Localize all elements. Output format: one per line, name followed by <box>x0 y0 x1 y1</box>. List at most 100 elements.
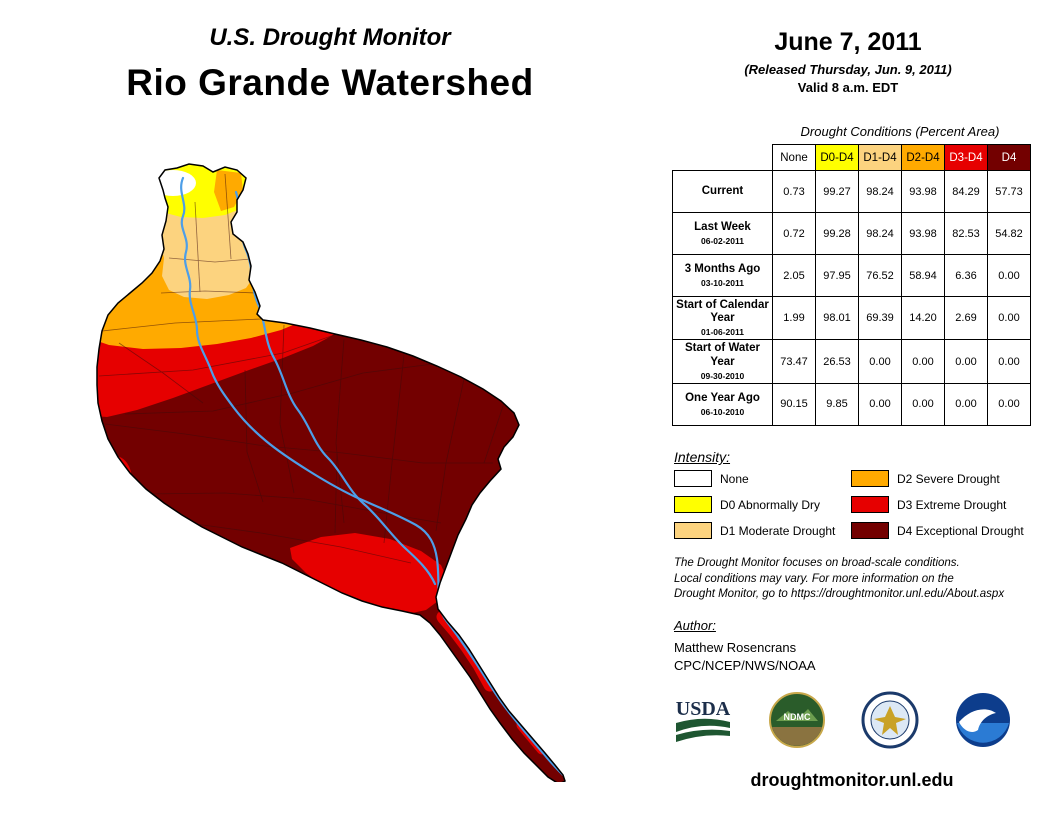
legend-swatch <box>674 470 712 487</box>
value-cell: 97.95 <box>815 254 859 297</box>
row-date: 09-30-2010 <box>700 370 745 381</box>
value-cell: 0.00 <box>944 382 988 426</box>
value-cell: 73.47 <box>772 339 816 384</box>
value-cell: 98.24 <box>858 170 902 213</box>
author-name: Matthew Rosencrans <box>674 640 797 655</box>
legend-item: D4 Exceptional Drought <box>851 522 1024 539</box>
value-cell: 26.53 <box>815 339 859 384</box>
ndmc-field-icon <box>772 727 822 746</box>
value-cell: 0.00 <box>858 382 902 426</box>
usda-text: USDA <box>676 698 731 720</box>
value-cell: 14.20 <box>901 295 945 341</box>
value-cell: 90.15 <box>772 382 816 426</box>
disclaimer-line: The Drought Monitor focuses on broad-sca… <box>674 557 960 569</box>
value-cell: 1.99 <box>772 295 816 341</box>
legend-title: Intensity: <box>674 449 731 465</box>
value-cell: 0.00 <box>858 339 902 384</box>
author-heading: Author: <box>674 618 716 633</box>
column-header-D3-D4: D3-D4 <box>944 144 988 171</box>
table-row: Current 0.73 99.27 98.24 93.98 84.29 57.73 <box>672 170 1031 213</box>
table-header-row: None D0-D4 D1-D4 D2-D4 D3-D4 D4 <box>672 144 1031 171</box>
usda-swoosh-icon <box>676 718 730 732</box>
row-label: One Year Ago 06-10-2010 <box>672 382 773 426</box>
value-cell: 0.00 <box>987 382 1031 426</box>
legend-label: D2 Severe Drought <box>897 471 1000 486</box>
d3-south-patch <box>290 533 448 615</box>
value-cell: 99.28 <box>815 212 859 255</box>
usda-logo: USDA <box>676 698 731 742</box>
value-cell: 98.24 <box>858 212 902 255</box>
noaa-logo <box>956 693 1010 747</box>
table-corner-cell <box>672 144 773 171</box>
value-cell: 2.69 <box>944 295 988 341</box>
legend-swatch <box>674 496 712 513</box>
value-cell: 0.00 <box>987 254 1031 297</box>
table-row: Last Week 06-02-2011 0.72 99.28 98.24 93.98 82… <box>672 212 1031 255</box>
report-region-title: Rio Grande Watershed <box>126 62 534 103</box>
logo-row: USDA NDMC <box>672 690 1012 750</box>
column-header-D0-D4: D0-D4 <box>815 144 859 171</box>
value-cell: 2.05 <box>772 254 816 297</box>
ndmc-text: NDMC <box>784 712 811 722</box>
ndmc-mountains-icon <box>776 709 818 721</box>
map-date: June 7, 2011 <box>774 28 922 56</box>
value-cell: 9.85 <box>815 382 859 426</box>
legend-item: D3 Extreme Drought <box>851 496 1024 513</box>
disclaimer-line: Drought Monitor, go to https://droughtmo… <box>674 588 1005 601</box>
value-cell: 93.98 <box>901 170 945 213</box>
value-cell: 0.00 <box>944 339 988 384</box>
date-block: June 7, 2011 (Released Thursday, Jun. 9,… <box>688 28 1008 95</box>
county-boundaries <box>97 173 505 564</box>
doc-eagle-icon <box>874 706 906 735</box>
row-label: Last Week 06-02-2011 <box>672 212 773 255</box>
d1-region <box>151 204 260 299</box>
value-cell: 54.82 <box>987 212 1031 255</box>
author-org: CPC/NCEP/NWS/NOAA <box>674 658 816 673</box>
column-header-D1-D4: D1-D4 <box>858 144 902 171</box>
legend-label: D4 Exceptional Drought <box>897 523 1024 538</box>
intensity-legend: None D0 Abnormally Dry D1 Moderate Drought… <box>674 470 1030 539</box>
value-cell: 0.00 <box>987 295 1031 341</box>
row-label: Current <box>672 170 773 213</box>
row-label: Start of Water Year 09-30-2010 <box>672 339 773 384</box>
value-cell: 69.39 <box>858 295 902 341</box>
row-date: 01-06-2011 <box>700 327 744 338</box>
footer-url: droughtmonitor.unl.edu <box>750 770 954 790</box>
drought-table: None D0-D4 D1-D4 D2-D4 D3-D4 D4 Current 0.73 99… <box>672 144 1031 426</box>
rio-grande-river <box>180 176 565 777</box>
d3-west-patch <box>98 456 132 504</box>
usda-swoosh2-icon <box>676 729 730 742</box>
row-date: 06-10-2010 <box>700 406 745 417</box>
table-row: Start of Water Year 09-30-2010 73.47 26.53 0… <box>672 339 1031 384</box>
column-header-None: None <box>772 144 816 171</box>
table-title: Drought Conditions (Percent Area) <box>800 124 1000 139</box>
legend-column-right: D2 Severe Drought D3 Extreme Drought D4 Ex… <box>851 470 1024 539</box>
legend-column-left: None D0 Abnormally Dry D1 Moderate Drought <box>674 470 851 539</box>
value-cell: 57.73 <box>987 170 1031 213</box>
value-cell: 0.00 <box>901 339 945 384</box>
legend-item: None <box>674 470 851 487</box>
table-row: Start of Calendar Year 01-06-2011 1.99 98.0… <box>672 295 1031 341</box>
legend-item: D2 Severe Drought <box>851 470 1024 487</box>
legend-swatch <box>851 522 889 539</box>
d2-top-patch <box>214 170 243 211</box>
value-cell: 0.00 <box>901 382 945 426</box>
doc-seal-logo <box>861 691 919 749</box>
value-cell: 6.36 <box>944 254 988 297</box>
value-cell: 84.29 <box>944 170 988 213</box>
value-cell: 98.01 <box>815 295 859 341</box>
column-header-D4: D4 <box>987 144 1031 171</box>
value-cell: 58.94 <box>901 254 945 297</box>
legend-swatch <box>674 522 712 539</box>
legend-label: D1 Moderate Drought <box>720 523 836 538</box>
row-label: Start of Calendar Year 01-06-2011 <box>672 295 773 341</box>
legend-item: D1 Moderate Drought <box>674 522 851 539</box>
disclaimer-line: Local conditions may vary. For more info… <box>674 572 954 585</box>
value-cell: 76.52 <box>858 254 902 297</box>
row-date: 03-10-2011 <box>700 278 744 289</box>
table-row: 3 Months Ago 03-10-2011 2.05 97.95 76.52 58.9… <box>672 254 1031 297</box>
value-cell: 93.98 <box>901 212 945 255</box>
row-label: 3 Months Ago 03-10-2011 <box>672 254 773 297</box>
disclaimer: The Drought Monitor focuses on broad-sca… <box>674 556 1004 603</box>
